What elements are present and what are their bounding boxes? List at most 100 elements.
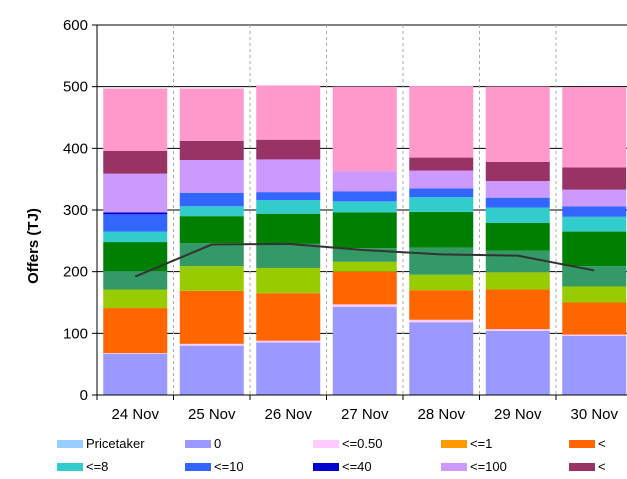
bar-segment: [256, 139, 321, 160]
x-tick-label: 28 Nov: [417, 406, 465, 423]
bar-segment: [409, 274, 474, 291]
bar-segment: [562, 334, 627, 336]
bar-segment: [179, 343, 244, 346]
bar-segment: [179, 345, 244, 395]
legend-swatch: [441, 440, 467, 448]
bar-segment: [179, 243, 244, 267]
bar-segment: [256, 293, 321, 341]
bar-segment: [103, 353, 168, 354]
bar-segment: [485, 329, 550, 331]
bar-segment: [103, 353, 168, 395]
x-tick-label: 30 Nov: [570, 406, 618, 423]
bar-segment: [409, 86, 474, 158]
legend-swatch: [185, 440, 211, 448]
bar-segment: [179, 192, 244, 207]
axes-layer: 0 100 200 300 400 500 600 24 Nov 25 Nov 26 Nov 27 …: [63, 17, 627, 423]
bar-segment: [332, 171, 397, 192]
legend-swatch: [185, 463, 211, 471]
bar-segment: [103, 150, 168, 174]
bar-segment: [409, 157, 474, 171]
bar-segment: [562, 302, 627, 335]
bar-segment: [103, 242, 168, 272]
bar-segment: [485, 86, 550, 162]
bar-segment: [179, 140, 244, 161]
bar-segment: [485, 289, 550, 330]
bar-segment: [332, 86, 397, 172]
bar-segment: [256, 85, 321, 140]
legend-label: <=40: [342, 459, 372, 474]
bar-segment: [562, 335, 627, 395]
legend-swatch: [313, 463, 339, 471]
bar-segment: [103, 308, 168, 354]
bar-segment: [256, 159, 321, 193]
bar-segment: [332, 271, 397, 305]
bar-segment: [485, 181, 550, 198]
legend-label: <=100: [470, 459, 507, 474]
y-tick-label: 0: [80, 387, 88, 404]
bar-segment: [103, 231, 168, 243]
x-tick-label: 27 Nov: [341, 406, 389, 423]
legend-label: <: [598, 436, 606, 451]
bar-segment: [256, 213, 321, 244]
x-tick-label: 29 Nov: [494, 406, 542, 423]
bar-segment: [179, 290, 244, 344]
bar-segment: [409, 319, 474, 323]
legend-label: <=10: [214, 459, 244, 474]
line-layer: [134, 242, 595, 278]
bar-segment: [332, 261, 397, 272]
bar-segment: [256, 340, 321, 343]
bar-segment: [562, 231, 627, 267]
legend-swatch: [569, 463, 595, 471]
bar-segment: [485, 161, 550, 182]
bar-segment: [485, 272, 550, 290]
bar-segment: [179, 266, 244, 291]
legend-label: 0: [214, 436, 221, 451]
legend-label: <=0.50: [342, 436, 383, 451]
bar-segment: [409, 290, 474, 320]
bar-segment: [332, 304, 397, 307]
bar-segment: [103, 173, 168, 213]
y-tick-label: 500: [63, 79, 88, 96]
bar-segment: [256, 200, 321, 214]
legend-label: Pricetaker: [86, 436, 145, 451]
bar-segment: [256, 342, 321, 395]
bar-segment: [256, 267, 321, 294]
legend-swatch: [569, 440, 595, 448]
bar-segment: [179, 88, 244, 141]
bar-segment: [485, 197, 550, 208]
x-tick-label: 25 Nov: [188, 406, 236, 423]
bar-segment: [332, 191, 397, 202]
y-tick-label: 100: [63, 325, 88, 342]
bar-segment: [179, 206, 244, 217]
bar-segment: [409, 197, 474, 212]
bar-segment: [485, 222, 550, 251]
bar-segment: [332, 201, 397, 213]
bar-segment: [332, 306, 397, 395]
x-tick-label: 26 Nov: [264, 406, 312, 423]
bar-segment: [562, 87, 627, 168]
bar-segment: [562, 216, 627, 232]
bar-segment: [103, 214, 168, 232]
bar-segment: [409, 211, 474, 248]
y-tick-label: 200: [63, 264, 88, 281]
y-tick-label: 400: [63, 140, 88, 157]
bar-segment: [485, 250, 550, 273]
legend-label: <=1: [470, 436, 492, 451]
bar-segment: [562, 286, 627, 303]
bar-segment: [103, 88, 168, 151]
legend: Pricetaker 0 <=0.50 <=1 < <=8 <=10 <=40 <=100 <: [57, 436, 606, 474]
y-tick-label: 300: [63, 202, 88, 219]
bar-segment: [409, 322, 474, 395]
bar-segment: [562, 167, 627, 190]
legend-swatch: [441, 463, 467, 471]
legend-swatch: [57, 440, 83, 448]
legend-swatch: [313, 440, 339, 448]
bar-segment: [179, 216, 244, 244]
bar-segment: [332, 212, 397, 249]
bar-segment: [103, 271, 168, 290]
bar-segment: [256, 192, 321, 201]
bar-segment: [562, 206, 627, 217]
x-tick-label: 24 Nov: [111, 406, 159, 423]
bar-segment: [179, 160, 244, 193]
